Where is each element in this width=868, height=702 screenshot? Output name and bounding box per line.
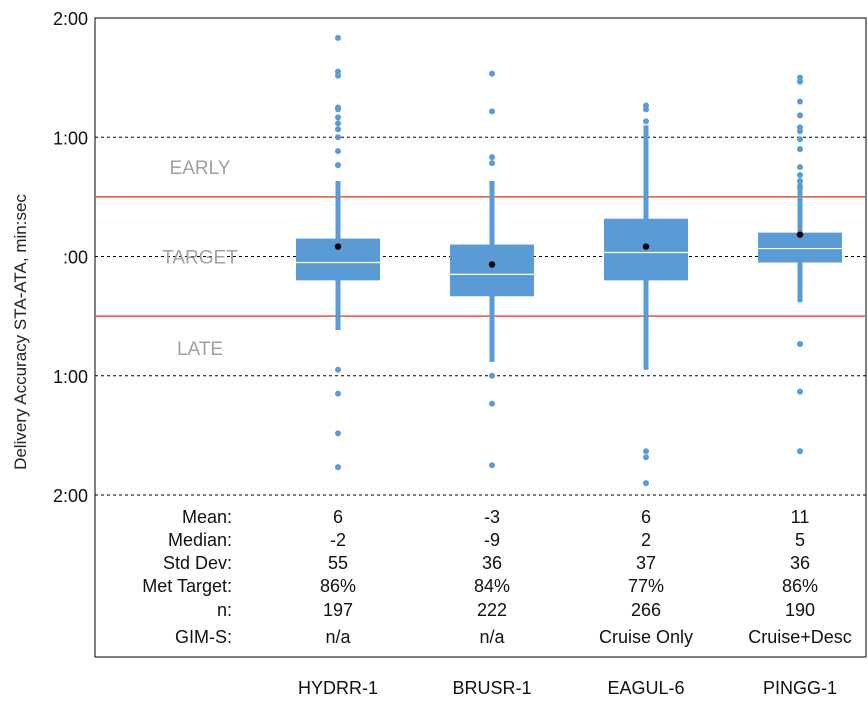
reference-label: LATE (177, 339, 223, 360)
stats-value: 6 (641, 507, 651, 527)
outlier-point (489, 400, 495, 407)
outlier-point (489, 462, 495, 469)
mean-marker (334, 243, 342, 250)
stats-value: 266 (631, 600, 661, 620)
stats-value: 37 (636, 553, 656, 573)
plot-border (94, 17, 867, 658)
boxes (296, 34, 842, 487)
outlier-point (335, 120, 341, 127)
stats-value: 36 (790, 553, 810, 573)
y-tick-label: 2:00 (53, 486, 88, 506)
box-group (604, 102, 688, 487)
outlier-point (489, 160, 495, 167)
outlier-point (797, 183, 803, 190)
outlier-point (797, 146, 803, 153)
outlier-point (797, 112, 803, 119)
y-tick-label: 2:00 (53, 9, 88, 29)
stats-value: Cruise Only (599, 627, 693, 647)
stats-value: -3 (484, 507, 500, 527)
outlier-point (643, 106, 649, 113)
stats-value: 6 (333, 507, 343, 527)
outlier-point (797, 388, 803, 395)
stats-row-label: Met Target: (142, 576, 232, 596)
x-category-label: HYDRR-1 (298, 678, 378, 698)
stats-row-label: Std Dev: (163, 553, 232, 573)
outlier-point (797, 172, 803, 179)
stats-value: -9 (484, 530, 500, 550)
x-category-label: PINGG-1 (763, 678, 837, 698)
stats-row-label: Mean: (182, 507, 232, 527)
stats-row-label: Median: (168, 530, 232, 550)
outlier-point (335, 72, 341, 79)
outlier-point (643, 118, 649, 125)
x-category-label: EAGUL-6 (607, 678, 684, 698)
stats-value: 36 (482, 553, 502, 573)
stats-table: Mean: Median: Std Dev: Met Target: n: GIM-S: 6… (142, 507, 851, 647)
reference-lines: EARLY LATE TARGET (95, 158, 866, 360)
outlier-point (797, 98, 803, 105)
outlier-point (335, 34, 341, 41)
mean-marker (642, 243, 650, 250)
reference-label: TARGET (162, 248, 238, 269)
outlier-point (797, 448, 803, 455)
outlier-point (335, 114, 341, 121)
outlier-point (335, 430, 341, 437)
stats-value: 86% (320, 576, 356, 596)
stats-value: n/a (325, 627, 351, 647)
outlier-point (797, 128, 803, 135)
stats-value: 84% (474, 576, 510, 596)
outlier-point (797, 78, 803, 85)
stats-value: -2 (330, 530, 346, 550)
stats-value: 77% (628, 576, 664, 596)
outlier-point (335, 366, 341, 373)
stats-value: 222 (477, 600, 507, 620)
reference-label: EARLY (170, 158, 231, 179)
y-axis-label: Delivery Accuracy STA-ATA, min:sec (11, 194, 30, 470)
outlier-point (335, 390, 341, 397)
stats-value: n/a (479, 627, 505, 647)
stats-value: 190 (785, 600, 815, 620)
stats-value: 5 (795, 530, 805, 550)
stats-value: 2 (641, 530, 651, 550)
outlier-point (335, 126, 341, 133)
x-category-label: BRUSR-1 (452, 678, 531, 698)
stats-value: 197 (323, 600, 353, 620)
outlier-point (643, 480, 649, 487)
box-group (296, 34, 380, 471)
outlier-point (489, 70, 495, 77)
outlier-point (643, 448, 649, 455)
outlier-point (335, 148, 341, 155)
outlier-point (335, 162, 341, 169)
mean-marker (488, 261, 496, 268)
grid-lines (95, 136, 866, 496)
outlier-point (797, 164, 803, 171)
stats-value: 11 (791, 507, 810, 527)
box (450, 244, 534, 297)
outlier-point (797, 340, 803, 347)
y-tick-label: 1:00 (53, 367, 88, 387)
axes: 2:00 1:00 :00 1:00 2:00 HYDRR-1 BRUSR-1 EAGUL-6… (53, 9, 837, 698)
outlier-point (335, 134, 341, 141)
plot-frame (94, 17, 867, 658)
stats-value: 55 (328, 553, 348, 573)
outlier-point (643, 454, 649, 461)
box-group (450, 70, 534, 469)
outlier-point (489, 108, 495, 115)
outlier-point (335, 464, 341, 471)
outlier-point (797, 177, 803, 184)
outlier-point (797, 136, 803, 143)
stats-row-label: n: (217, 600, 232, 620)
outlier-point (489, 372, 495, 379)
y-tick-label: :00 (63, 248, 88, 268)
outlier-point (489, 154, 495, 161)
stats-row-label: GIM-S: (175, 627, 232, 647)
stats-value: Cruise+Desc (748, 627, 852, 647)
stats-value: 86% (782, 576, 818, 596)
box-group (758, 74, 842, 455)
mean-marker (796, 231, 804, 238)
outlier-point (335, 106, 341, 113)
y-tick-label: 1:00 (53, 128, 88, 148)
